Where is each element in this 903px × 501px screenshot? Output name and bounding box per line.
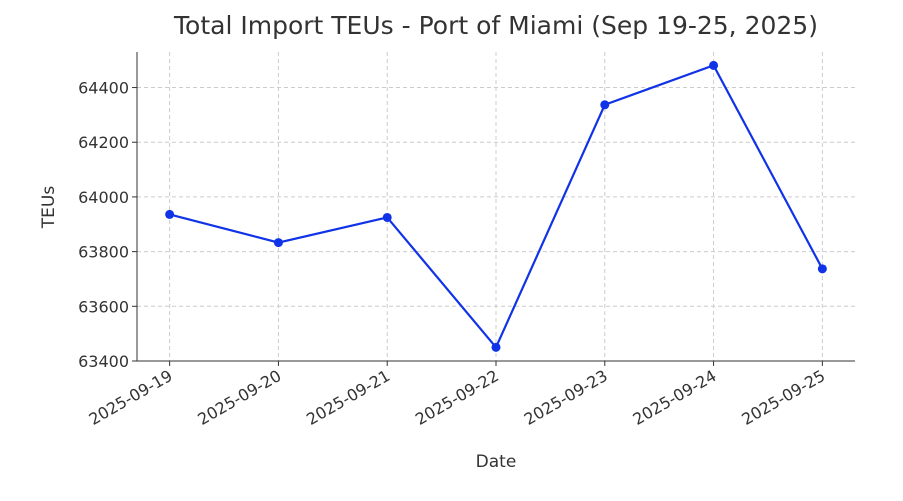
y-tick-label: 63600 <box>78 297 129 316</box>
point <box>491 342 501 352</box>
point <box>273 238 283 248</box>
x-tick-label: 2025-09-22 <box>412 366 502 429</box>
x-tick-label: 2025-09-25 <box>738 366 828 429</box>
y-tick-label: 63800 <box>78 243 129 262</box>
point <box>382 212 392 222</box>
y-tick-label: 64200 <box>78 133 129 152</box>
x-tick-label: 2025-09-19 <box>86 366 176 429</box>
x-tick-label: 2025-09-20 <box>194 366 284 429</box>
point <box>709 60 719 70</box>
x-tick-label: 2025-09-21 <box>303 366 393 429</box>
point <box>817 264 827 274</box>
point <box>165 209 175 219</box>
y-tick-label: 64000 <box>78 188 129 207</box>
y-axis-label: TEUs <box>39 186 59 230</box>
y-tick-label: 63400 <box>78 352 129 371</box>
point <box>600 100 610 110</box>
y-tick-label: 64400 <box>78 79 129 98</box>
x-tick-label: 2025-09-24 <box>630 366 720 429</box>
chart-title: Total Import TEUs - Port of Miami (Sep 1… <box>173 11 818 40</box>
x-tick-label: 2025-09-23 <box>521 366 611 429</box>
x-axis-label: Date <box>476 452 517 472</box>
